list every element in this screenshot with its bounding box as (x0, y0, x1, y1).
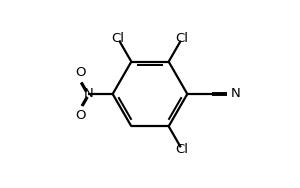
Text: N: N (83, 87, 93, 101)
Text: Cl: Cl (112, 32, 124, 45)
Text: O: O (75, 66, 86, 79)
Text: O: O (75, 109, 86, 122)
Text: Cl: Cl (176, 143, 188, 156)
Text: N: N (231, 87, 241, 101)
Text: Cl: Cl (176, 32, 188, 45)
